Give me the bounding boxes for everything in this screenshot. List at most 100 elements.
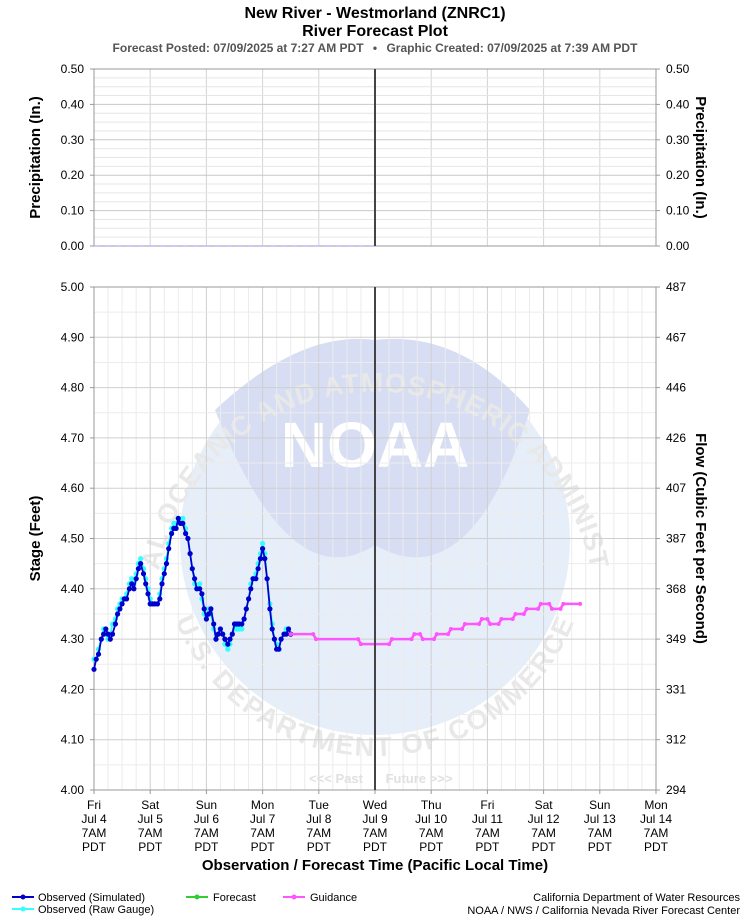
flow-y-tick-right: 312 <box>666 733 686 747</box>
x-tick-label: Sat <box>141 798 160 812</box>
series-point-observed-raw-gauge <box>225 646 231 652</box>
series-point-observed-raw-gauge <box>129 576 135 582</box>
series-point-guidance <box>488 622 493 626</box>
series-point-observed-simulated <box>253 576 259 582</box>
series-point-observed-simulated <box>93 656 99 662</box>
series-point-observed-simulated <box>124 596 130 602</box>
x-tick-label: Jul 11 <box>472 812 503 826</box>
series-point-observed-simulated <box>117 606 123 612</box>
x-tick-label: PDT <box>644 840 669 854</box>
series-point-observed-simulated <box>239 621 245 627</box>
series-point-guidance <box>477 622 481 626</box>
series-point-guidance <box>510 617 515 621</box>
series-point-guidance <box>387 642 392 647</box>
series-point-observed-simulated <box>262 556 268 562</box>
stage-y-tick-left: 4.80 <box>61 381 85 395</box>
series-point-observed-simulated <box>129 581 135 587</box>
series-point-observed-simulated <box>285 626 292 632</box>
flow-y-tick-right: 467 <box>666 330 686 344</box>
series-point-observed-simulated <box>217 626 223 632</box>
precip-y-tick-right: 0.50 <box>666 62 690 76</box>
series-point-guidance <box>521 612 526 616</box>
x-tick-label: 7AM <box>475 826 500 840</box>
series-point-guidance <box>314 637 318 642</box>
x-tick-label: PDT <box>363 840 388 854</box>
x-tick-label: Tue <box>309 798 330 812</box>
stage-y-axis-label: Stage (Feet) <box>27 496 44 582</box>
series-point-observed-simulated <box>107 636 113 642</box>
series-point-guidance <box>499 617 504 621</box>
series-point-observed-simulated <box>119 601 125 607</box>
series-point-guidance <box>448 627 453 631</box>
credit-line-1: California Department of Water Resources <box>533 892 740 904</box>
series-point-observed-simulated <box>197 586 203 592</box>
x-tick-label: 7AM <box>250 826 275 840</box>
forecast-posted-text: Forecast Posted: 07/09/2025 at 7:27 AM P… <box>113 41 365 55</box>
x-tick-label: Wed <box>363 798 387 812</box>
x-tick-label: PDT <box>475 840 500 854</box>
series-point-observed-simulated <box>112 621 118 627</box>
x-tick-label: Jul 7 <box>250 812 276 826</box>
legend-item-guidance: Guidance <box>283 892 357 904</box>
precip-y-tick-left: 0.50 <box>61 62 85 76</box>
series-point-observed-simulated <box>243 606 249 612</box>
series-point-observed-simulated <box>192 576 198 582</box>
flow-y-tick-right: 368 <box>666 582 686 596</box>
series-point-observed-simulated <box>246 596 252 602</box>
series-point-observed-simulated <box>187 551 193 557</box>
x-tick-label: Thu <box>421 798 442 812</box>
series-point-observed-simulated <box>201 606 207 612</box>
x-tick-label: Sat <box>535 798 554 812</box>
series-point-observed-simulated <box>248 586 254 592</box>
credit-line-2: NOAA / NWS / California Nevada River For… <box>467 905 740 917</box>
legend-label: Observed (Simulated) <box>38 892 145 904</box>
chart-subtitle: River Forecast Plot <box>302 23 449 40</box>
precip-y-tick-left: 0.40 <box>61 97 85 111</box>
past-label: <<< Past <box>309 771 364 786</box>
x-tick-label: Jul 5 <box>138 812 164 826</box>
x-tick-label: Fri <box>480 798 494 812</box>
x-tick-label: Jul 6 <box>194 812 220 826</box>
series-point-guidance <box>578 601 583 606</box>
series-point-observed-simulated <box>276 646 282 652</box>
chart-title: New River - Westmorland (ZNRC1) <box>244 5 505 22</box>
series-point-guidance <box>356 637 361 642</box>
series-point-observed-simulated <box>91 666 97 672</box>
stage-y-tick-left: 4.70 <box>61 431 85 445</box>
series-point-observed-simulated <box>143 581 149 587</box>
precip-y-axis-label-right: Precipitation (In.) <box>692 96 709 219</box>
series-point-observed-raw-gauge <box>260 540 266 547</box>
x-tick-label: PDT <box>307 840 332 854</box>
series-point-observed-simulated <box>199 591 205 597</box>
subtitle-separator: • <box>373 41 377 55</box>
series-point-guidance <box>311 632 316 637</box>
series-point-observed-raw-gauge <box>138 556 144 562</box>
x-tick-label: 7AM <box>138 826 163 840</box>
series-point-observed-simulated <box>220 631 226 637</box>
series-point-observed-raw-gauge <box>180 515 186 522</box>
stage-y-tick-left: 4.40 <box>61 582 85 596</box>
flow-y-tick-right: 387 <box>666 532 686 546</box>
flow-y-tick-right: 349 <box>666 632 686 646</box>
stage-y-tick-left: 4.10 <box>61 733 85 747</box>
x-tick-label: Fri <box>87 798 101 812</box>
series-point-guidance <box>496 622 501 626</box>
x-tick-label: Sun <box>196 798 217 812</box>
series-point-guidance <box>462 622 467 626</box>
precip-y-tick-right: 0.00 <box>666 239 690 253</box>
series-point-observed-simulated <box>105 631 111 637</box>
stage-y-tick-left: 4.90 <box>61 330 85 344</box>
series-point-observed-simulated <box>269 626 275 632</box>
series-point-observed-simulated <box>145 591 151 597</box>
series-point-observed-simulated <box>283 631 289 637</box>
series-point-observed-simulated <box>175 515 181 522</box>
series-point-observed-simulated <box>135 566 141 572</box>
series-point-observed-simulated <box>173 525 179 532</box>
precip-y-tick-left: 0.00 <box>61 239 85 253</box>
x-tick-label: 7AM <box>194 826 219 840</box>
stage-panel: 4.00 294 4.10 312 4.20 331 4.30 349 4.40 368 4.50 3… <box>27 280 709 854</box>
series-point-observed-simulated <box>260 546 266 552</box>
flow-y-tick-right: 426 <box>666 431 686 445</box>
series-point-guidance <box>460 627 465 631</box>
